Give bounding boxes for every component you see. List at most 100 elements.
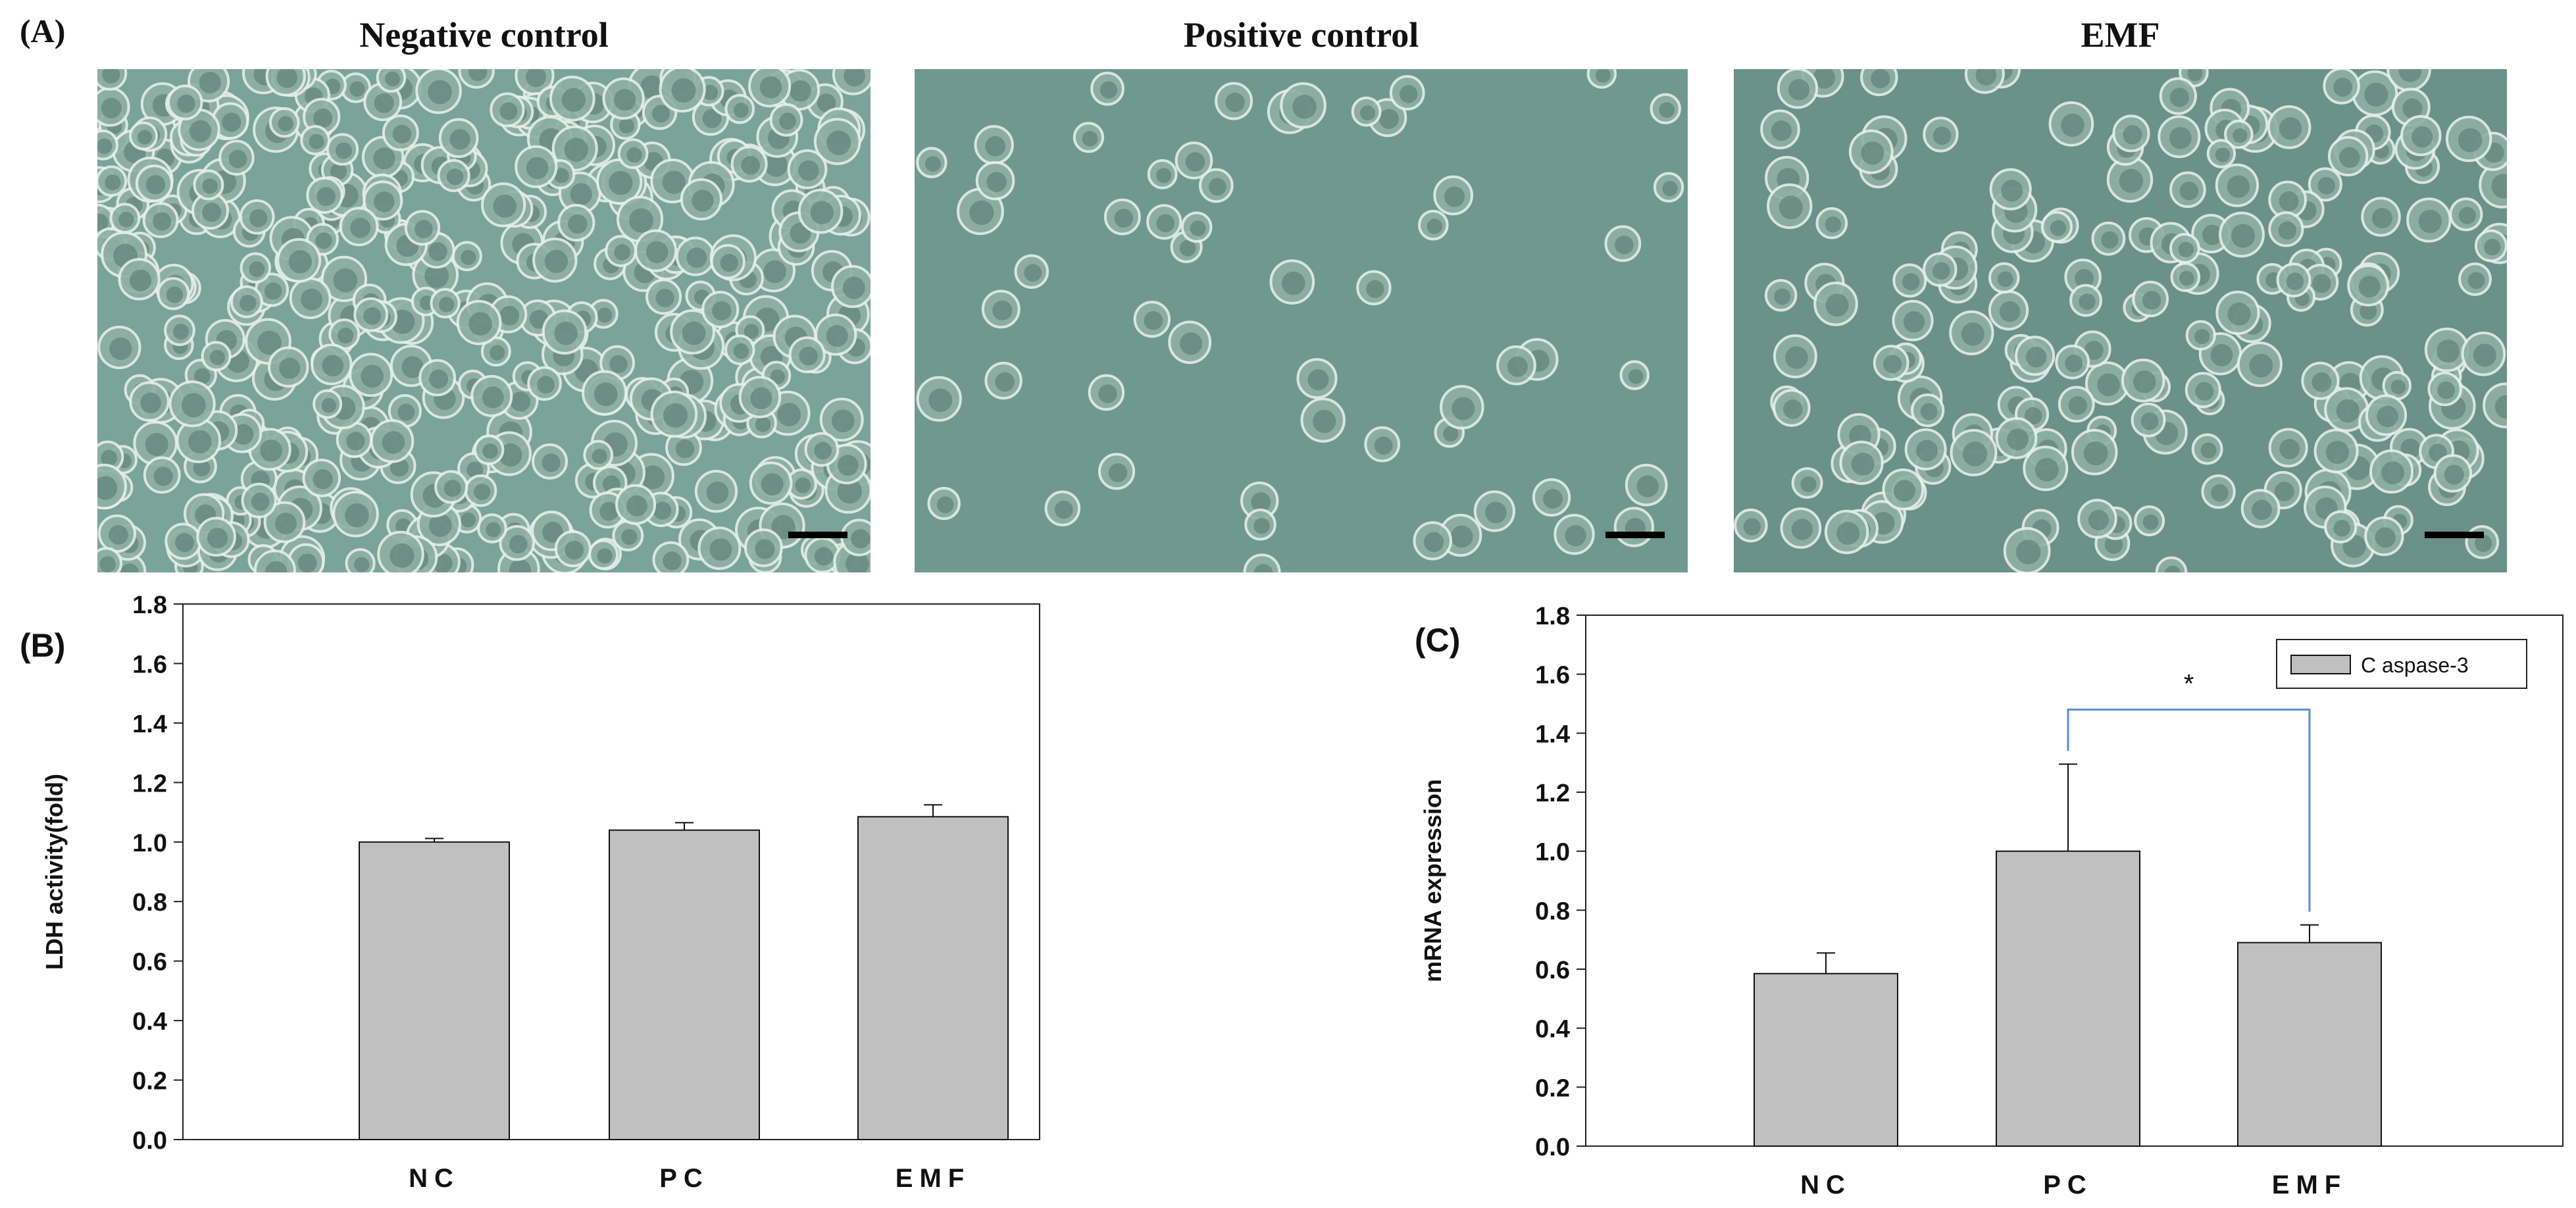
cell-nucleus — [1975, 69, 1997, 86]
y-tick-label: 0.0 — [1535, 1134, 1570, 1161]
cell-nucleus — [798, 160, 819, 181]
cell-nucleus — [1932, 126, 1952, 145]
cell-nucleus — [614, 89, 636, 111]
cell-nucleus — [2390, 380, 2406, 395]
bar-pc — [1996, 850, 2140, 1147]
cell-nucleus — [1424, 532, 1444, 553]
cell-nucleus — [985, 136, 1006, 157]
y-tick-label: 0.4 — [1535, 1016, 1570, 1044]
cell-nucleus — [2215, 147, 2231, 163]
cell-nucleus — [1615, 236, 1634, 255]
cell-nucleus — [706, 481, 729, 504]
micrograph-background — [915, 69, 1688, 572]
cell-nucleus — [279, 357, 301, 379]
y-tick-label: 0.2 — [132, 1068, 167, 1095]
cell-nucleus — [810, 201, 834, 224]
cell-nucleus — [1861, 141, 1884, 165]
cell-nucleus — [1444, 186, 1465, 207]
cell-nucleus — [353, 557, 370, 572]
cell-nucleus — [1903, 311, 1925, 333]
cell-nucleus — [361, 365, 384, 388]
cell-nucleus — [621, 528, 638, 545]
x-tick-label: PC — [659, 1164, 709, 1193]
cell-nucleus — [2358, 276, 2381, 298]
cell-nucleus — [313, 108, 333, 128]
cell-nucleus — [826, 325, 848, 347]
panel-a-label: (A) — [20, 13, 66, 49]
cell-nucleus — [2402, 98, 2423, 118]
cell-nucleus — [2473, 343, 2496, 367]
cell-nucleus — [2169, 126, 2192, 149]
cell-nucleus — [777, 403, 801, 426]
cell-nucleus — [2179, 182, 2199, 201]
cell-nucleus — [510, 391, 531, 412]
cell-nucleus — [2119, 168, 2144, 193]
cell-nucleus — [166, 286, 184, 303]
y-tick-label: 0.6 — [132, 949, 167, 976]
legend-label: C aspase-3 — [2361, 653, 2469, 677]
cell-nucleus — [2210, 343, 2233, 366]
y-tick-label: 0.2 — [1535, 1074, 1570, 1102]
cell-nucleus — [2364, 82, 2388, 107]
cell-nucleus — [2333, 78, 2352, 97]
cell-nucleus — [1144, 311, 1163, 330]
cell-nucleus — [2024, 407, 2042, 425]
cell-nucleus — [2101, 231, 2119, 249]
cell-nucleus — [842, 276, 865, 299]
cell-nucleus — [2278, 221, 2297, 240]
cell-nucleus — [228, 149, 247, 168]
scale-bar — [788, 532, 847, 538]
cell-nucleus — [663, 551, 682, 570]
cell-nucleus — [467, 461, 484, 478]
cell-nucleus — [675, 440, 695, 459]
cell-nucleus — [2164, 565, 2181, 572]
cell-nucleus — [153, 466, 173, 486]
cell-nucleus — [118, 211, 134, 228]
cell-nucleus — [1180, 332, 1203, 355]
cell-nucleus — [846, 552, 869, 572]
cell-nucleus — [2317, 177, 2336, 195]
cell-nucleus — [755, 539, 775, 559]
legend — [2276, 639, 2527, 689]
scale-bar — [2425, 532, 2484, 538]
cell-nucleus — [2187, 69, 2203, 82]
cell-nucleus — [322, 355, 344, 377]
cell-nucleus — [1292, 94, 1317, 119]
cell-nucleus — [97, 213, 109, 232]
cell-nucleus — [761, 473, 784, 496]
y-tick-label: 1.2 — [1535, 780, 1570, 807]
cell-nucleus — [1114, 209, 1134, 228]
significance-star: * — [2184, 669, 2194, 698]
cell-nucleus — [140, 392, 161, 414]
cell-nucleus — [461, 512, 476, 528]
cell-nucleus — [264, 282, 282, 300]
cell-nucleus — [222, 113, 241, 132]
cell-nucleus — [276, 69, 297, 88]
cell-nucleus — [363, 307, 382, 325]
cell-nucleus — [2034, 458, 2059, 482]
cell-nucleus — [1179, 239, 1196, 257]
cell-nucleus — [438, 297, 455, 313]
cell-nucleus — [249, 261, 265, 278]
cell-nucleus — [105, 174, 121, 191]
bar-emf — [2237, 942, 2382, 1147]
cell-nucleus — [750, 387, 772, 410]
cell-nucleus — [374, 191, 395, 213]
cell-nucleus — [992, 300, 1013, 320]
cell-nucleus — [592, 448, 607, 464]
cell-nucleus — [1400, 85, 1418, 103]
panel-label: (B) — [20, 627, 65, 664]
cell-nucleus — [682, 321, 706, 345]
cell-nucleus — [2016, 540, 2041, 565]
cell-nucleus — [2286, 272, 2304, 291]
cell-nucleus — [153, 212, 172, 231]
cell-nucleus — [1788, 79, 1810, 101]
x-tick-label: EMF — [2272, 1170, 2347, 1199]
cell-nucleus — [2140, 412, 2159, 430]
y-tick-label: 1.8 — [1535, 603, 1570, 630]
cell-nucleus — [309, 134, 324, 149]
micrograph-negative-control — [97, 69, 871, 572]
cell-nucleus — [2007, 428, 2029, 451]
cell-nucleus — [936, 496, 954, 513]
cell-nucleus — [1208, 178, 1226, 196]
